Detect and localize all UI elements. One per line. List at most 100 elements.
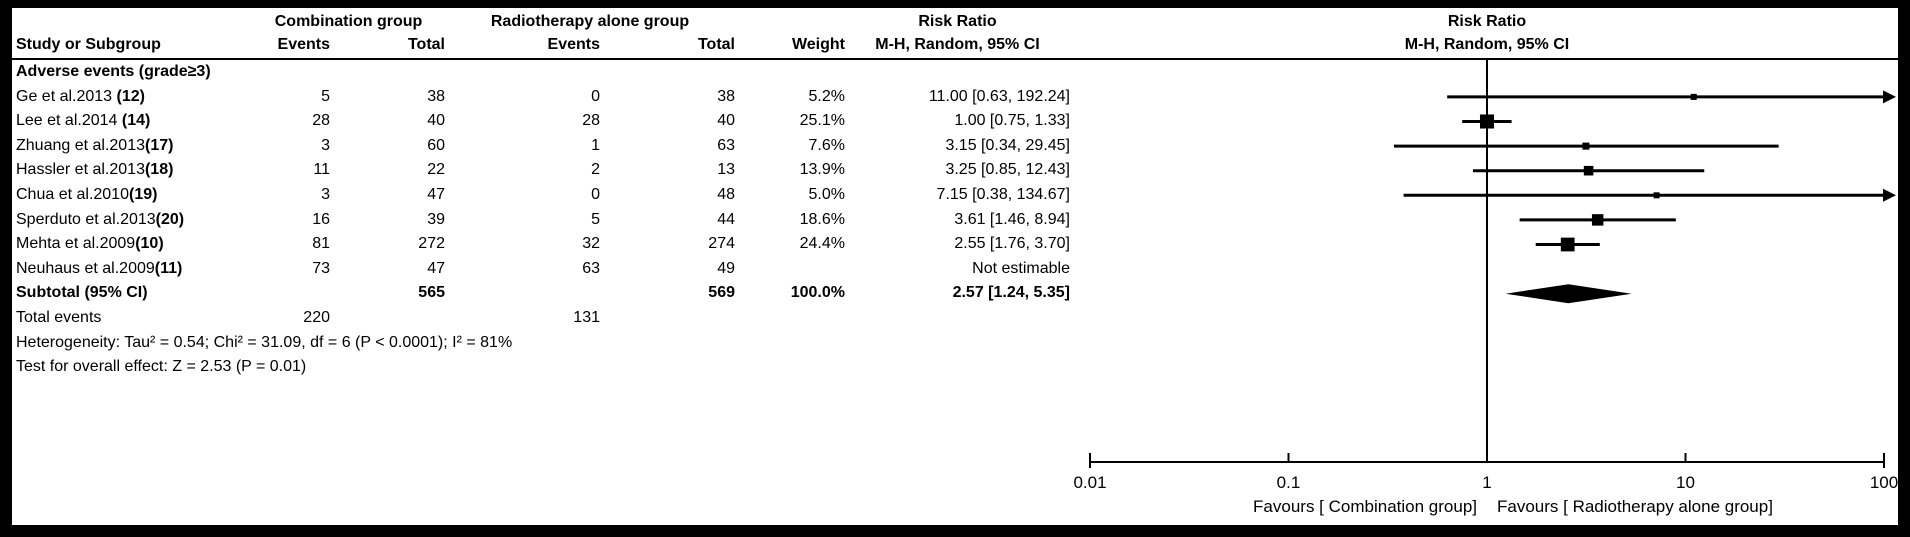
study-label: Lee et al.2014 (14) bbox=[16, 109, 252, 134]
total2-column-header: Total bbox=[697, 36, 735, 53]
study-ref: (20) bbox=[155, 210, 185, 228]
rr-cell: 3.15 [0.34, 29.45] bbox=[945, 136, 1070, 154]
total1-cell: 60 bbox=[427, 136, 445, 154]
empty-cell bbox=[845, 306, 1070, 331]
events2-cell: 63 bbox=[582, 259, 600, 277]
header-divider bbox=[12, 58, 1898, 60]
total2-cell: 63 bbox=[717, 136, 735, 154]
study-label: Sperduto et al.2013(20) bbox=[16, 208, 252, 233]
plot-header: Risk Ratio M-H, Random, 95% CI bbox=[1287, 10, 1687, 56]
study-column-header: Study or Subgroup bbox=[16, 36, 161, 53]
x-tick-label: 1 bbox=[1482, 473, 1491, 492]
study-ref: (10) bbox=[135, 235, 164, 253]
x-tick-label: 100 bbox=[1870, 473, 1898, 492]
weight-square bbox=[1653, 192, 1660, 199]
total1-cell: 22 bbox=[427, 161, 445, 179]
weight-square bbox=[1479, 114, 1495, 129]
total2-cell: 48 bbox=[717, 185, 735, 203]
total1-cell: 38 bbox=[427, 87, 445, 105]
events1-cell: 3 bbox=[321, 185, 330, 203]
events2-cell: 0 bbox=[591, 185, 600, 203]
group1-header: Combination group bbox=[274, 13, 423, 30]
events1-cell: 16 bbox=[312, 210, 330, 228]
x-tick-label: 0.01 bbox=[1073, 473, 1106, 492]
study-name: Mehta et al.2009 bbox=[16, 235, 136, 253]
total-events-combination: 220 bbox=[303, 308, 330, 326]
study-name: Hassler et al.2013 bbox=[16, 161, 145, 179]
events2-cell bbox=[445, 281, 600, 306]
study-ref: (18) bbox=[144, 161, 174, 179]
total2-cell: 569 bbox=[708, 284, 735, 302]
rr-cell: 11.00 [0.63, 192.24] bbox=[928, 87, 1070, 105]
total1-cell: 47 bbox=[427, 185, 445, 203]
favours-right-label: Favours [ Radiotherapy alone group] bbox=[1497, 497, 1773, 516]
table-row: Zhuang et al.2013(17) 3 60 1 63 7.6% 3.1… bbox=[16, 134, 1070, 159]
study-name: Neuhaus et al.2009 bbox=[16, 259, 155, 277]
subtotal-diamond bbox=[1505, 284, 1632, 304]
section-label: Adverse events (grade≥3) bbox=[16, 63, 211, 80]
weight-column-header: Weight bbox=[791, 36, 845, 53]
x-tick-label: 10 bbox=[1676, 473, 1695, 492]
study-ref: (19) bbox=[128, 185, 158, 203]
table-body: Adverse events (grade≥3) Ge et al.2013 (… bbox=[16, 60, 1070, 380]
events1-cell: 81 bbox=[312, 235, 330, 253]
header-spacer bbox=[735, 10, 845, 33]
ci-arrow-right bbox=[1883, 90, 1896, 104]
total-events-label: Total events bbox=[16, 308, 102, 326]
rr-column-title: Risk Ratio bbox=[918, 13, 997, 30]
weight-square bbox=[1582, 142, 1590, 150]
events2-cell: 5 bbox=[591, 210, 600, 228]
study-label: Mehta et al.2009(10) bbox=[16, 232, 252, 257]
rr-cell: Not estimable bbox=[972, 259, 1070, 277]
total2-cell: 38 bbox=[717, 87, 735, 105]
table-row: Ge et al.2013 (12) 5 38 0 38 5.2% 11.00 … bbox=[16, 85, 1070, 110]
total2-cell: 49 bbox=[717, 259, 735, 277]
study-name: Zhuang et al.2013 bbox=[16, 136, 145, 154]
events1-cell: 73 bbox=[312, 259, 330, 277]
rr-cell: 1.00 [0.75, 1.33] bbox=[954, 112, 1070, 130]
table-row: Lee et al.2014 (14) 28 40 28 40 25.1% 1.… bbox=[16, 109, 1070, 134]
weight-cell: 24.4% bbox=[799, 235, 845, 253]
table-header: Combination group Radiotherapy alone gro… bbox=[16, 10, 1070, 56]
rr-cell: 2.57 [1.24, 5.35] bbox=[952, 284, 1070, 302]
ci-arrow-right bbox=[1883, 188, 1896, 202]
study-ref: (17) bbox=[145, 136, 174, 154]
study-ref: (12) bbox=[116, 87, 145, 105]
events1-column-header: Events bbox=[277, 36, 330, 53]
events2-cell: 28 bbox=[582, 112, 600, 130]
rr-cell: 3.25 [0.85, 12.43] bbox=[945, 161, 1070, 179]
rr-cell: 2.55 [1.76, 3.70] bbox=[954, 235, 1070, 253]
study-ref: (14) bbox=[121, 112, 151, 130]
heterogeneity-text: Heterogeneity: Tau² = 0.54; Chi² = 31.09… bbox=[16, 333, 513, 351]
study-ref: (11) bbox=[154, 259, 183, 277]
subtotal-label: Subtotal (95% CI) bbox=[16, 284, 148, 302]
total1-cell: 272 bbox=[418, 235, 445, 253]
events2-cell: 32 bbox=[582, 235, 600, 253]
heterogeneity-row: Heterogeneity: Tau² = 0.54; Chi² = 31.09… bbox=[16, 331, 1070, 356]
weight-cell: 100.0% bbox=[790, 284, 845, 302]
total2-cell: 44 bbox=[717, 210, 735, 228]
section-row: Adverse events (grade≥3) bbox=[16, 60, 1070, 85]
table-row: Chua et al.2010(19) 3 47 0 48 5.0% 7.15 … bbox=[16, 183, 1070, 208]
total1-cell: 565 bbox=[418, 284, 445, 302]
events1-cell: 11 bbox=[313, 161, 330, 179]
study-name: Chua et al.2010 bbox=[16, 185, 129, 203]
weight-cell: 5.2% bbox=[808, 87, 845, 105]
table-row: Neuhaus et al.2009(11) 73 47 63 49 Not e… bbox=[16, 257, 1070, 282]
header-spacer bbox=[16, 10, 252, 33]
weight-cell: 25.1% bbox=[799, 112, 845, 130]
events1-cell bbox=[252, 281, 330, 306]
events1-cell: 5 bbox=[321, 87, 330, 105]
study-name: Sperduto et al.2013 bbox=[16, 210, 156, 228]
total-events-radiotherapy: 131 bbox=[573, 308, 600, 326]
events2-cell: 2 bbox=[591, 161, 600, 179]
study-label: Zhuang et al.2013(17) bbox=[16, 134, 252, 159]
plot-subtitle: M-H, Random, 95% CI bbox=[1404, 36, 1570, 53]
weight-cell: 13.9% bbox=[799, 161, 845, 179]
weight-square bbox=[1690, 93, 1697, 100]
overall-effect-text: Test for overall effect: Z = 2.53 (P = 0… bbox=[16, 358, 307, 376]
weight-square bbox=[1560, 237, 1575, 252]
total1-cell: 39 bbox=[427, 210, 445, 228]
table-row: Hassler et al.2013(18) 11 22 2 13 13.9% … bbox=[16, 158, 1070, 183]
total1-cell: 40 bbox=[427, 112, 445, 130]
